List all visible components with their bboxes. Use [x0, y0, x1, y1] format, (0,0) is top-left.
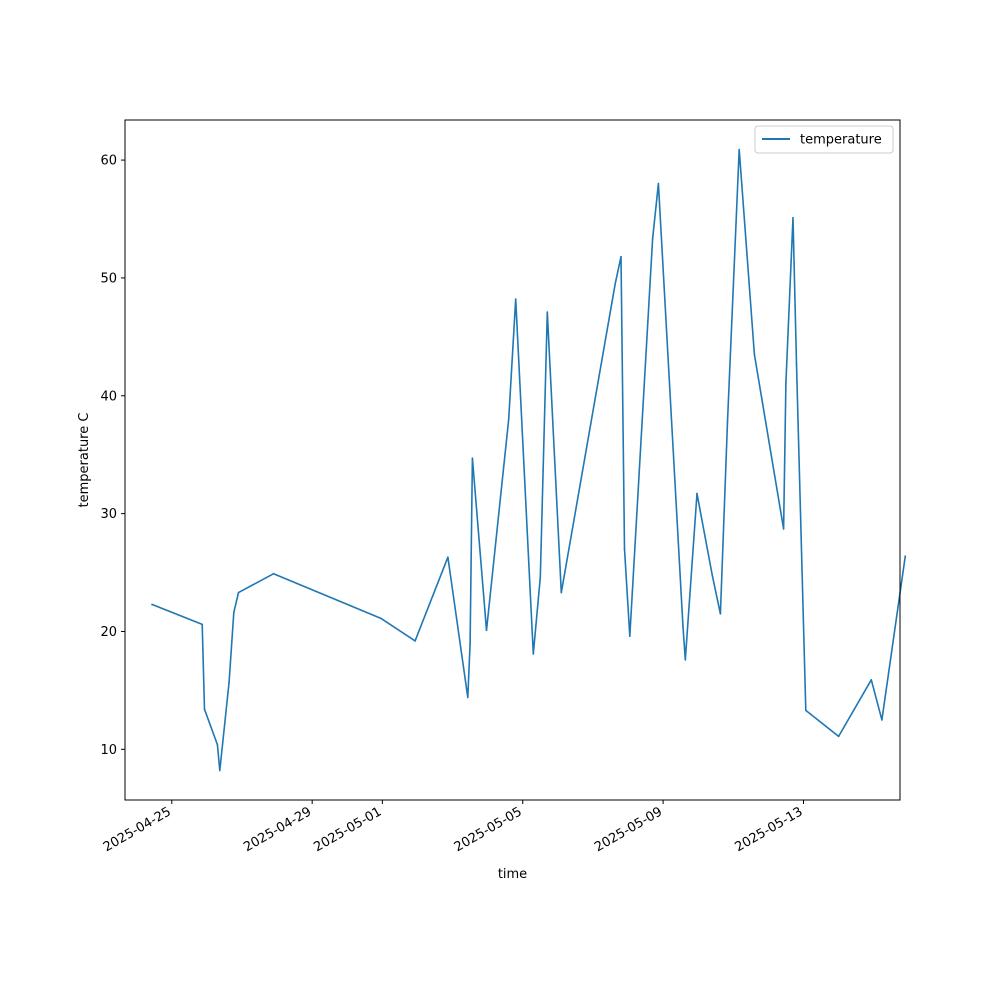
y-tick-label: 30 [100, 507, 117, 522]
data-point [785, 382, 787, 384]
data-point [904, 555, 907, 557]
data-point [711, 574, 713, 576]
x-tick-label: 2025-05-13 [733, 804, 806, 855]
data-point [620, 255, 622, 258]
data-point [682, 626, 684, 628]
data-point [657, 182, 660, 185]
data-point [228, 681, 230, 683]
data-point [753, 353, 756, 356]
data-point [237, 591, 240, 594]
axes-frame [124, 119, 901, 801]
data-point [219, 769, 221, 772]
data-point [546, 311, 549, 313]
data-point [514, 298, 517, 300]
legend-label: temperature [800, 133, 882, 148]
data-point [792, 217, 794, 219]
data-point [837, 735, 840, 738]
x-tick-label: 2025-05-01 [311, 804, 384, 855]
data-point [782, 528, 785, 530]
data-point [651, 238, 654, 240]
series-line-temperature [151, 148, 907, 772]
data-point [447, 556, 449, 558]
data-point [696, 492, 698, 495]
data-point [201, 623, 203, 626]
data-point [216, 743, 219, 746]
data-point [719, 613, 722, 615]
y-tick-label: 60 [100, 154, 117, 169]
data-point [805, 709, 807, 712]
y-tick-label: 50 [100, 271, 117, 286]
plot-area [151, 148, 907, 772]
data-point [469, 642, 471, 645]
data-point [471, 457, 474, 460]
data-point [629, 635, 631, 637]
y-tick-label: 10 [100, 743, 117, 758]
data-point [414, 640, 416, 642]
data-point [485, 629, 488, 632]
data-point [795, 363, 798, 365]
y-tick-label: 40 [100, 389, 117, 404]
data-point [467, 696, 469, 699]
data-point [870, 679, 873, 681]
x-axis-label: time [498, 867, 527, 882]
legend: temperature [754, 125, 894, 154]
data-point [507, 418, 510, 421]
legend-box [754, 125, 894, 154]
x-tick-label: 2025-05-05 [452, 804, 525, 855]
data-point [272, 572, 275, 575]
x-tick-label: 2025-04-25 [101, 804, 174, 855]
data-point [623, 548, 626, 550]
y-tick-label: 20 [100, 625, 117, 640]
data-point [614, 283, 616, 285]
data-point [151, 603, 153, 606]
data-point [684, 659, 687, 661]
x-tick-label: 2025-04-29 [241, 804, 314, 855]
data-point [726, 420, 729, 423]
data-point [233, 611, 235, 614]
data-point [560, 591, 563, 594]
data-point [380, 617, 383, 620]
data-point [539, 576, 542, 579]
y-axis-label: temperature C [77, 413, 92, 508]
data-point [203, 708, 206, 711]
data-point [738, 148, 740, 151]
data-point [881, 719, 883, 721]
x-tick-label: 2025-05-09 [592, 804, 665, 855]
data-point [532, 653, 535, 655]
